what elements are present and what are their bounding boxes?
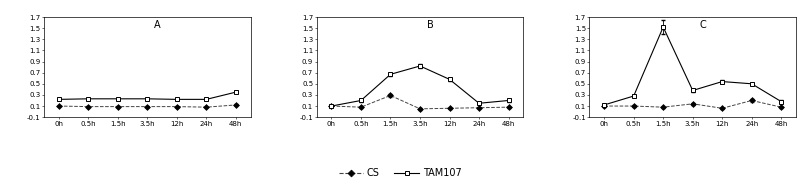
Legend: CS, TAM107: CS, TAM107	[335, 164, 465, 182]
Text: B: B	[427, 20, 434, 30]
Text: C: C	[700, 20, 706, 30]
Text: A: A	[154, 20, 161, 30]
